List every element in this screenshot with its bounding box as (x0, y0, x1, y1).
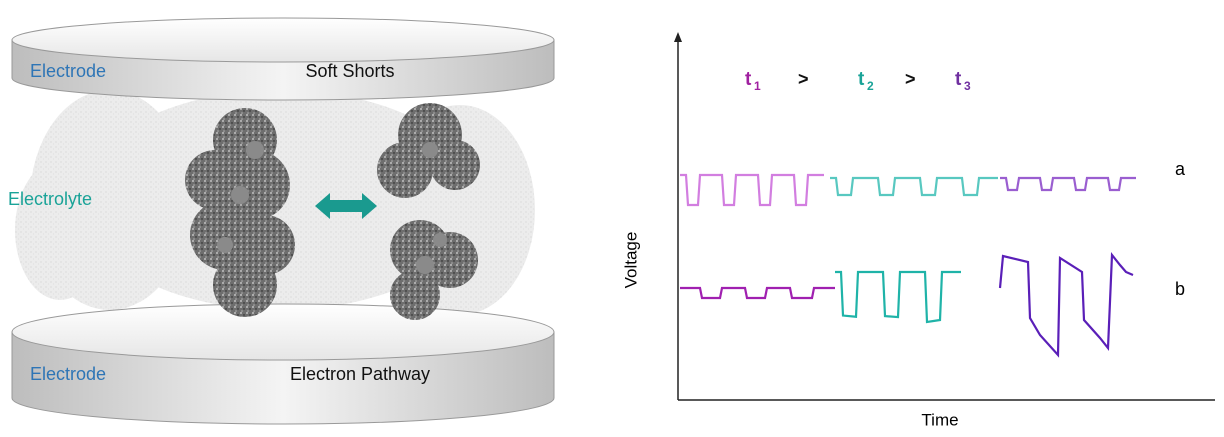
time-symbol: t (858, 69, 865, 90)
y-axis-label: Voltage (621, 232, 640, 289)
time-subscript: 1 (754, 79, 761, 93)
time-subscript: 3 (964, 79, 971, 93)
curve-label: a (1175, 159, 1186, 179)
curve-b-t1 (680, 288, 835, 298)
curve-label: b (1175, 279, 1185, 299)
separator: > (905, 69, 916, 89)
figure: Electrode Soft Shorts Electrolyte Electr… (0, 0, 1224, 432)
time-symbol: t (955, 69, 962, 90)
curve-a-t2 (830, 178, 998, 195)
x-axis-label: Time (921, 410, 958, 429)
electrode-label: Electrode (30, 61, 106, 81)
electrode-caption: Soft Shorts (305, 61, 394, 81)
curve-b-t3 (1000, 255, 1133, 355)
time-subscript: 2 (867, 79, 874, 93)
curves (680, 175, 1136, 355)
top-electrode (12, 18, 554, 100)
curve-a-t3 (1000, 178, 1136, 190)
curve-a-t1 (680, 175, 824, 205)
curve-b-t2 (835, 272, 961, 322)
time-symbol: t (745, 69, 752, 90)
electrolyte-label: Electrolyte (8, 189, 92, 209)
separator: > (798, 69, 809, 89)
axis-arrow (674, 32, 682, 42)
electrode-caption: Electron Pathway (290, 364, 430, 384)
electrode-label: Electrode (30, 364, 106, 384)
